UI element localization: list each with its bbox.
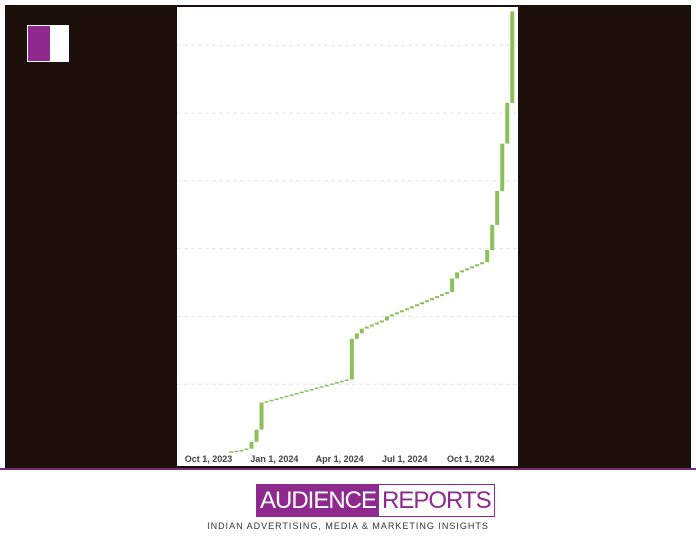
bar <box>440 294 445 297</box>
x-tick-label: Jul 1, 2024 <box>382 454 428 464</box>
bar <box>490 224 495 250</box>
bar <box>414 304 419 307</box>
bar <box>304 390 309 392</box>
bar <box>359 328 364 334</box>
x-tick-label: Oct 1, 2024 <box>447 454 495 464</box>
bar <box>319 386 324 388</box>
bar <box>309 388 314 391</box>
bar <box>234 450 239 453</box>
bar <box>259 402 264 430</box>
icon <box>27 25 69 62</box>
bar <box>455 272 460 279</box>
bar <box>284 395 289 398</box>
bar <box>334 382 339 384</box>
bar <box>435 296 440 299</box>
bar <box>465 268 470 271</box>
bar <box>384 316 389 321</box>
bar <box>409 306 414 309</box>
bar <box>500 143 505 192</box>
chart: Oct 1, 2023 Jan 1, 2024 Apr 1, 2024 Jul 1, … <box>177 11 518 464</box>
bar <box>480 262 485 265</box>
bar <box>299 391 304 394</box>
bar <box>349 338 354 380</box>
bar <box>294 393 299 395</box>
bar <box>475 264 480 267</box>
bar <box>269 399 274 402</box>
x-tick-label: Jan 1, 2024 <box>250 454 298 464</box>
bar <box>239 449 244 452</box>
bar <box>389 314 394 317</box>
bar <box>274 398 279 400</box>
bar <box>339 380 344 383</box>
bar <box>369 324 374 327</box>
chart-panel: Oct 1, 2023 Jan 1, 2024 Apr 1, 2024 Jul 1, … <box>177 7 518 466</box>
bar <box>229 451 234 453</box>
bar <box>279 397 284 399</box>
tagline: INDIAN ADVERTISING, MEDIA & MARKETING IN… <box>207 521 489 531</box>
bar <box>394 312 399 315</box>
bar <box>244 448 249 451</box>
bar <box>324 384 329 387</box>
logo: AUDIENCE REPORTS <box>256 484 495 517</box>
divider <box>0 468 696 470</box>
bar <box>254 429 259 442</box>
logo-right: REPORTS <box>382 487 492 514</box>
bar <box>379 320 384 323</box>
bar <box>249 441 254 449</box>
bar <box>314 387 319 390</box>
x-tick-label: Oct 1, 2023 <box>185 454 233 464</box>
bar <box>460 270 465 273</box>
bar <box>404 308 409 311</box>
bar <box>289 394 294 396</box>
bar <box>354 333 359 339</box>
bar <box>495 191 500 225</box>
bar <box>329 383 334 386</box>
bar <box>450 278 455 293</box>
bar <box>344 379 349 381</box>
bar <box>399 310 404 313</box>
bar <box>364 326 369 329</box>
x-tick-label: Apr 1, 2024 <box>316 454 364 464</box>
bar <box>510 11 515 103</box>
bar <box>505 102 510 144</box>
logo-left: AUDIENCE <box>257 485 380 516</box>
bar <box>264 401 269 403</box>
bar <box>374 322 379 325</box>
bar <box>430 298 435 301</box>
bar <box>420 302 425 305</box>
bar <box>485 249 490 263</box>
bar <box>470 266 475 269</box>
bar <box>425 300 430 303</box>
bar <box>445 292 450 295</box>
